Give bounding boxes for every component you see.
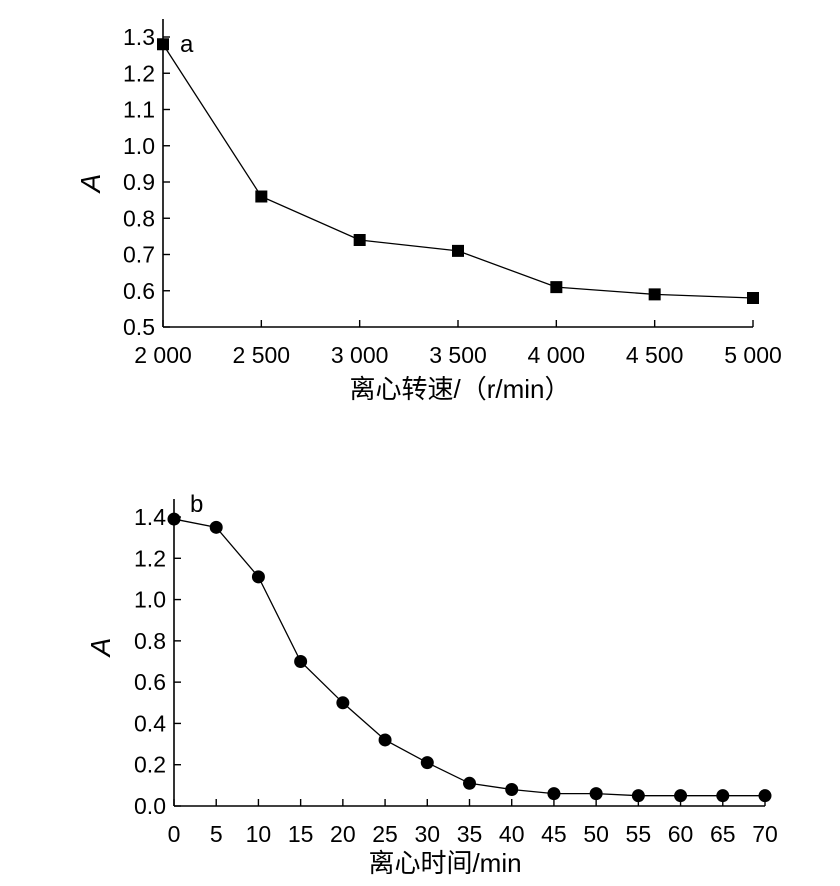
panel-b-data-point — [589, 787, 603, 801]
panel-b-y-tick-label: 0.8 — [134, 628, 166, 654]
panel-b-data-point — [251, 570, 265, 584]
panel-b-data-point — [505, 782, 519, 796]
panel-a-data-point — [648, 288, 661, 301]
panel-b-x-tick-label: 15 — [288, 821, 314, 847]
panel-b-x-tick-label: 20 — [330, 821, 356, 847]
panel-b-y-tick-label: 1.4 — [134, 504, 166, 530]
panel-b-x-axis-title: 离心时间/min — [368, 848, 521, 878]
panel-b-data-point — [336, 696, 350, 710]
panel-a-tag: a — [180, 31, 194, 58]
panel-a-data-point — [255, 190, 268, 203]
panel-b-data-point — [631, 789, 645, 803]
panel-a-y-tick-label: 0.7 — [123, 242, 155, 268]
panel-b-data-point — [674, 789, 688, 803]
panel-a-y-tick-label: 0.6 — [123, 278, 155, 304]
panel-a-data-point — [550, 281, 563, 294]
panel-b-x-tick-label: 50 — [583, 821, 609, 847]
panel-a-y-tick-label: 0.8 — [123, 205, 155, 231]
panel-a-series-line — [162, 43, 754, 299]
panel-b-y-tick-label: 0.4 — [134, 710, 166, 736]
panel-b-x-tick-label: 55 — [626, 821, 652, 847]
panel-a-data-point — [353, 234, 366, 246]
panel-b-x-tick-label: 30 — [414, 821, 440, 847]
panel-a-x-tick-label: 4 500 — [626, 342, 684, 368]
panel-a-x-tick-label: 5 000 — [724, 342, 782, 368]
panel-a-y-tick-label: 1.1 — [123, 97, 155, 123]
panel-a-y-tick-label: 1.3 — [123, 24, 155, 50]
panel-b-x-tick-label: 10 — [246, 821, 272, 847]
panel-a-x-axis-title: 离心转速/（r/min） — [349, 374, 570, 404]
panel-b-data-point — [547, 787, 561, 801]
panel-b-y-tick-label: 0.6 — [134, 669, 166, 695]
panel-a-y-tick-label: 0.9 — [123, 169, 155, 195]
panel-b-data-point — [294, 655, 308, 668]
panel-b-series-line — [173, 518, 765, 797]
chart-panel-a: a 离心转速/（r/min） A 0.5 0.6 0.7 0.8 0.9 1.0 1.1 1.… — [75, 19, 782, 404]
panel-a-y-tick-label: 0.5 — [123, 314, 155, 340]
panel-b-data-point — [167, 512, 181, 526]
panel-a-data-point — [452, 244, 464, 257]
panel-b-tag: b — [190, 491, 203, 518]
panel-b-x-tick-label: 60 — [668, 821, 694, 847]
panel-b-x-tick-label: 25 — [372, 821, 398, 847]
panel-b-x-tick-label: 65 — [710, 821, 736, 847]
panel-a-x-tick-label: 3 500 — [429, 342, 487, 368]
panel-b-data-point — [378, 733, 392, 747]
panel-b-x-tick-label: 35 — [457, 821, 483, 847]
panel-a-x-tick-label: 3 000 — [331, 342, 389, 368]
panel-a-x-tick-label: 2 000 — [134, 342, 192, 368]
panel-b-data-point — [463, 776, 476, 790]
panel-a-y-tick-label: 1.2 — [123, 60, 155, 86]
panel-b-y-axis-title: A — [85, 638, 116, 659]
panel-b-data-point — [716, 789, 730, 803]
panel-a-x-tick-label: 4 000 — [528, 342, 586, 368]
chart-panel-b: b 离心时间/min A 0.00.20.40.60.81.01.21.40 5 1… — [85, 491, 778, 878]
panel-b-y-tick-label: 0.2 — [134, 752, 166, 778]
panel-b-y-tick-label: 1.0 — [134, 587, 166, 613]
panel-b-y-tick-label: 1.2 — [134, 545, 166, 571]
panel-a-data-point — [747, 292, 759, 304]
panel-b-data-point — [209, 520, 223, 534]
panel-b-x-tick-label: 0 — [168, 821, 181, 847]
panel-b-data-point — [758, 789, 772, 803]
panel-b-x-tick-label: 40 — [499, 821, 525, 847]
panel-a-y-axis-title: A — [75, 174, 106, 195]
panel-b-data-point — [420, 756, 434, 770]
panel-a-x-tick-label: 2 500 — [233, 342, 291, 368]
panel-b-x-tick-label: 70 — [752, 821, 778, 847]
panel-b-y-tick-label: 0.0 — [134, 793, 166, 819]
panel-b-x-tick-label: 5 — [210, 821, 223, 847]
panel-a-data-point — [157, 38, 169, 51]
panel-a-y-tick-label: 1.0 — [123, 133, 155, 159]
panel-b-x-tick-label: 45 — [541, 821, 567, 847]
